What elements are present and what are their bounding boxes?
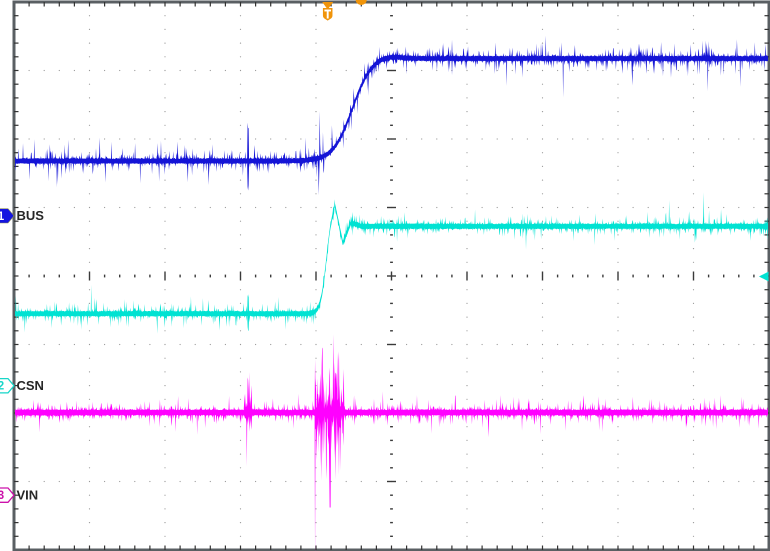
svg-text:VIN: VIN <box>17 488 39 503</box>
svg-text:1: 1 <box>0 211 5 223</box>
svg-text:BUS: BUS <box>17 208 45 223</box>
svg-text:CSN: CSN <box>17 378 44 393</box>
svg-text:3: 3 <box>0 490 4 502</box>
svg-text:2: 2 <box>0 381 4 393</box>
